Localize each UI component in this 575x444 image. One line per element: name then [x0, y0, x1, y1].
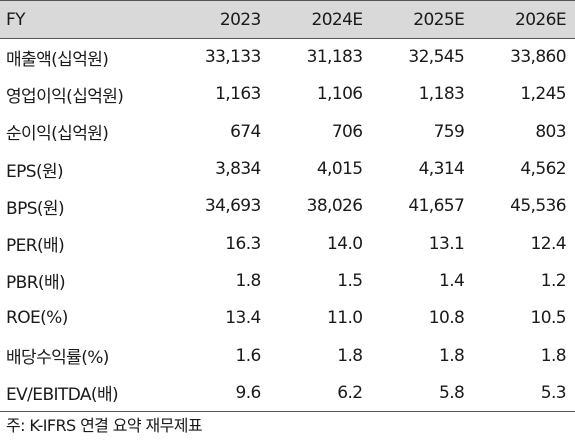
cell-value: 1,106 — [316, 84, 363, 105]
cell-value: 31,183 — [306, 47, 363, 68]
table-header: FY 2023 2024E 2025E 2026E — [0, 0, 575, 39]
cell-value: 9.6 — [168, 374, 270, 412]
cell-value: 41,657 — [408, 196, 465, 217]
cell-value: 38,026 — [306, 196, 363, 217]
cell-value: 3,834 — [215, 159, 261, 180]
table-row: EPS(원) 3,834 4,015 4,314 4,562 — [0, 150, 575, 187]
row-label: BPS(원) — [6, 198, 65, 219]
cell-value: 6.2 — [269, 374, 372, 412]
table-row: 매출액(십억원) 33,133 31,183 32,545 33,860 — [0, 39, 575, 76]
cell-value: 16.3 — [225, 233, 261, 254]
cell-value: 1.6 — [235, 345, 262, 366]
row-label: 매출액(십억원) — [6, 49, 109, 70]
cell-value: 5.8 — [371, 374, 474, 412]
table-row: 배당수익률(%) 1.6 1.8 1.8 1.8 — [0, 337, 575, 374]
cell-value: 45,536 — [510, 196, 566, 217]
cell-value: 13.1 — [428, 233, 465, 254]
header-fy: FY — [0, 0, 168, 39]
cell-value: 12.4 — [530, 233, 567, 254]
row-label: PER(배) — [6, 236, 65, 257]
row-label: ROE(%) — [6, 308, 68, 329]
cell-value: 32,545 — [408, 47, 465, 68]
cell-value: 1.5 — [337, 270, 363, 291]
row-label: EPS(원) — [6, 161, 64, 182]
row-label: PBR(배) — [6, 273, 66, 294]
cell-value: 1,245 — [520, 84, 566, 105]
cell-value: 34,693 — [204, 196, 261, 217]
cell-value: 1,163 — [215, 84, 261, 105]
header-row: FY 2023 2024E 2025E 2026E — [0, 0, 575, 39]
table-row: EV/EBITDA(배) 9.6 6.2 5.8 5.3 — [0, 374, 575, 412]
table-row: PBR(배) 1.8 1.5 1.4 1.2 — [0, 262, 575, 299]
cell-value: 1.4 — [439, 270, 465, 291]
header-year-2025e: 2025E — [371, 0, 474, 39]
cell-value: 14.0 — [327, 233, 363, 254]
cell-value: 4,562 — [520, 159, 566, 180]
cell-value: 13.4 — [225, 308, 261, 329]
header-year-2026e: 2026E — [473, 0, 575, 39]
row-label: 순이익(십억원) — [6, 124, 109, 145]
cell-value: 1.8 — [540, 345, 567, 366]
cell-value: 4,015 — [316, 159, 363, 180]
cell-value: 1.8 — [235, 270, 262, 291]
cell-value: 1.2 — [540, 270, 567, 291]
cell-value: 803 — [535, 121, 566, 142]
table-row: ROE(%) 13.4 11.0 10.8 10.5 — [0, 300, 575, 337]
cell-value: 10.8 — [428, 308, 465, 329]
table-row: 순이익(십억원) 674 706 759 803 — [0, 113, 575, 150]
cell-value: 10.5 — [530, 308, 567, 329]
cell-value: 1,183 — [418, 84, 465, 105]
table-row: PER(배) 16.3 14.0 13.1 12.4 — [0, 225, 575, 262]
cell-value: 1.8 — [439, 345, 465, 366]
row-label: EV/EBITDA(배) — [0, 374, 168, 412]
header-year-2023: 2023 — [168, 0, 270, 39]
cell-value: 33,133 — [204, 47, 261, 68]
table-row: BPS(원) 34,693 38,026 41,657 45,536 — [0, 188, 575, 225]
table-body: 매출액(십억원) 33,133 31,183 32,545 33,860 영업이… — [0, 39, 575, 412]
cell-value: 706 — [331, 121, 363, 142]
cell-value: 33,860 — [510, 47, 566, 68]
cell-value: 1.8 — [337, 345, 363, 366]
row-label: 배당수익률(%) — [6, 348, 109, 369]
footnote: 주: K-IFRS 연결 요약 재무제표 — [6, 416, 203, 435]
row-label: 영업이익(십억원) — [6, 86, 124, 107]
table-row: 영업이익(십억원) 1,163 1,106 1,183 1,245 — [0, 76, 575, 113]
cell-value: 759 — [433, 121, 465, 142]
cell-value: 674 — [230, 121, 261, 142]
cell-value: 5.3 — [473, 374, 575, 412]
cell-value: 4,314 — [418, 159, 465, 180]
cell-value: 11.0 — [327, 308, 363, 329]
financial-table: FY 2023 2024E 2025E 2026E 매출액(십억원) 33,13… — [0, 0, 575, 412]
header-year-2024e: 2024E — [269, 0, 372, 39]
